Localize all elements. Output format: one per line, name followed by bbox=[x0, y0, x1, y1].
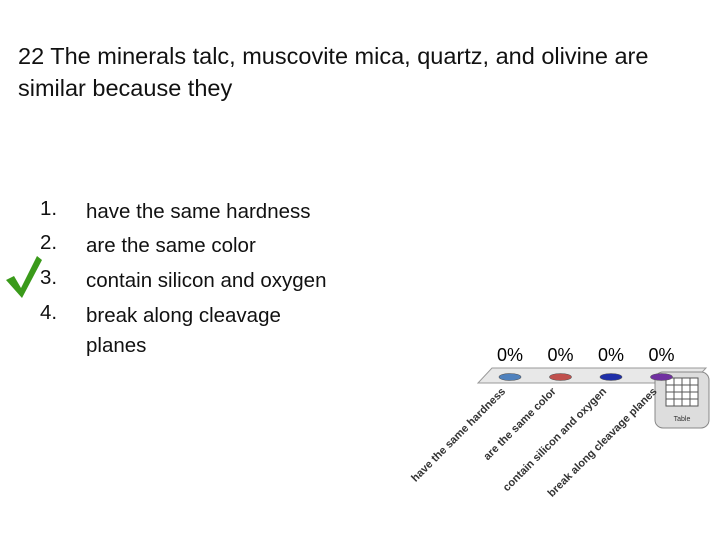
choice-number: 4. bbox=[40, 301, 58, 324]
choice-text: contain silicon and oxygen bbox=[86, 269, 327, 292]
table-label: Table bbox=[674, 416, 691, 423]
category-label: break along cleavage planes bbox=[546, 386, 660, 500]
checkmark bbox=[6, 256, 42, 298]
choice-text: are the same color bbox=[86, 234, 256, 257]
bar-top bbox=[599, 373, 623, 381]
value-label: 0% bbox=[547, 345, 573, 365]
question: 22 The minerals talc, muscovite mica, qu… bbox=[18, 43, 649, 101]
choice-text: break along cleavage planes bbox=[86, 304, 281, 357]
chart-floor bbox=[476, 367, 708, 384]
choice-text: have the same hardness bbox=[86, 200, 311, 223]
choice-number: 3. bbox=[40, 266, 58, 289]
category-label: have the same hardness bbox=[409, 386, 508, 485]
bar-top bbox=[498, 373, 522, 381]
value-label: 0% bbox=[598, 345, 624, 365]
choice-number: 2. bbox=[40, 231, 58, 254]
bar-top bbox=[650, 373, 673, 381]
value-label: 0% bbox=[497, 345, 523, 365]
table-button[interactable]: Table bbox=[654, 371, 710, 429]
table-grid-lines bbox=[666, 378, 698, 406]
value-label: 0% bbox=[648, 345, 674, 365]
bar-top bbox=[549, 373, 572, 381]
category-label: contain silicon and oxygen bbox=[501, 385, 610, 494]
choice-number: 1. bbox=[40, 197, 58, 220]
